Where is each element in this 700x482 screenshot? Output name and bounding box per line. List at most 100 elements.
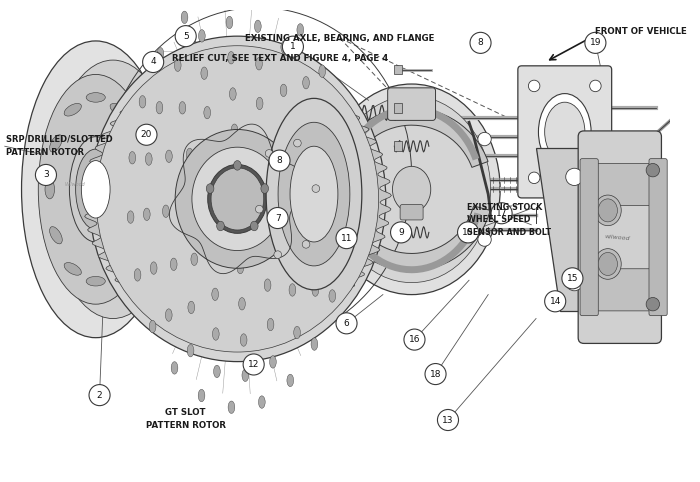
Circle shape	[566, 274, 583, 291]
Ellipse shape	[237, 261, 244, 274]
Ellipse shape	[282, 237, 288, 250]
Ellipse shape	[261, 184, 269, 193]
Circle shape	[528, 80, 540, 92]
Circle shape	[89, 385, 110, 406]
Ellipse shape	[144, 208, 150, 221]
Ellipse shape	[86, 93, 105, 102]
Ellipse shape	[162, 205, 169, 217]
Text: RELIEF CUT, SEE TEXT AND FIGURE 4, PAGE 4: RELIEF CUT, SEE TEXT AND FIGURE 4, PAGE …	[172, 54, 388, 63]
Ellipse shape	[594, 195, 621, 226]
Circle shape	[282, 36, 303, 57]
Ellipse shape	[214, 365, 220, 378]
Circle shape	[491, 203, 512, 224]
Wedge shape	[333, 108, 488, 173]
Text: 8: 8	[276, 156, 282, 165]
Ellipse shape	[329, 290, 335, 302]
Ellipse shape	[280, 84, 287, 96]
FancyBboxPatch shape	[585, 163, 654, 206]
Ellipse shape	[187, 345, 194, 357]
Text: FRONT OF VEHICLE: FRONT OF VEHICLE	[596, 27, 687, 36]
Ellipse shape	[139, 95, 146, 108]
Ellipse shape	[208, 164, 267, 233]
Circle shape	[336, 228, 357, 249]
Ellipse shape	[240, 334, 247, 346]
Ellipse shape	[165, 309, 172, 321]
Ellipse shape	[198, 389, 205, 402]
Ellipse shape	[129, 151, 136, 164]
Wedge shape	[335, 206, 490, 271]
Text: 4: 4	[150, 57, 156, 67]
Ellipse shape	[186, 148, 193, 161]
Text: EXISTING STOCK: EXISTING STOCK	[467, 203, 542, 212]
Circle shape	[425, 363, 446, 385]
Ellipse shape	[69, 137, 122, 242]
Circle shape	[589, 172, 601, 184]
Circle shape	[478, 133, 491, 146]
Ellipse shape	[332, 96, 491, 282]
Ellipse shape	[256, 97, 263, 110]
Ellipse shape	[174, 59, 181, 71]
Ellipse shape	[239, 297, 245, 310]
Ellipse shape	[256, 140, 262, 152]
Text: 16: 16	[409, 335, 420, 344]
Circle shape	[143, 52, 164, 72]
Circle shape	[293, 139, 301, 147]
Ellipse shape	[209, 0, 216, 2]
Ellipse shape	[175, 130, 300, 268]
Ellipse shape	[48, 60, 178, 319]
Ellipse shape	[192, 147, 283, 251]
Text: 13: 13	[442, 415, 454, 425]
Ellipse shape	[110, 104, 127, 116]
Text: 5: 5	[183, 32, 188, 40]
Ellipse shape	[290, 146, 338, 242]
Circle shape	[391, 222, 412, 243]
Ellipse shape	[302, 77, 309, 89]
Ellipse shape	[181, 11, 188, 24]
Ellipse shape	[50, 135, 62, 152]
Ellipse shape	[206, 184, 214, 193]
FancyBboxPatch shape	[394, 103, 402, 113]
Text: wilwood: wilwood	[605, 234, 630, 241]
Ellipse shape	[242, 369, 248, 382]
Circle shape	[646, 163, 659, 177]
Text: 8: 8	[477, 39, 484, 47]
Text: 11: 11	[341, 234, 352, 242]
Text: 15: 15	[567, 274, 578, 283]
Circle shape	[336, 313, 357, 334]
Ellipse shape	[286, 184, 293, 196]
Circle shape	[136, 124, 157, 145]
Ellipse shape	[166, 150, 172, 162]
Ellipse shape	[64, 104, 81, 116]
Circle shape	[175, 26, 196, 47]
Polygon shape	[83, 65, 391, 333]
Circle shape	[265, 149, 273, 157]
Ellipse shape	[212, 288, 218, 301]
Ellipse shape	[137, 180, 146, 199]
Ellipse shape	[130, 135, 142, 152]
FancyBboxPatch shape	[649, 159, 667, 316]
Ellipse shape	[251, 221, 258, 231]
Ellipse shape	[231, 124, 238, 136]
Text: 18: 18	[430, 370, 441, 378]
Ellipse shape	[281, 41, 288, 54]
Ellipse shape	[334, 117, 341, 129]
Ellipse shape	[318, 123, 325, 136]
Ellipse shape	[204, 107, 211, 119]
Ellipse shape	[234, 161, 241, 170]
Ellipse shape	[323, 84, 500, 295]
Ellipse shape	[538, 94, 591, 170]
Ellipse shape	[134, 268, 141, 281]
Ellipse shape	[545, 102, 585, 161]
Text: 10: 10	[462, 228, 474, 237]
Ellipse shape	[181, 202, 188, 214]
Polygon shape	[536, 148, 612, 311]
FancyBboxPatch shape	[388, 88, 435, 120]
Circle shape	[589, 80, 601, 92]
Circle shape	[528, 172, 540, 184]
Circle shape	[585, 32, 606, 54]
Circle shape	[302, 241, 310, 248]
Ellipse shape	[81, 161, 110, 218]
Text: 12: 12	[248, 360, 260, 369]
Text: SRP DRILLED/SLOTTED: SRP DRILLED/SLOTTED	[6, 134, 113, 143]
Ellipse shape	[89, 36, 386, 362]
